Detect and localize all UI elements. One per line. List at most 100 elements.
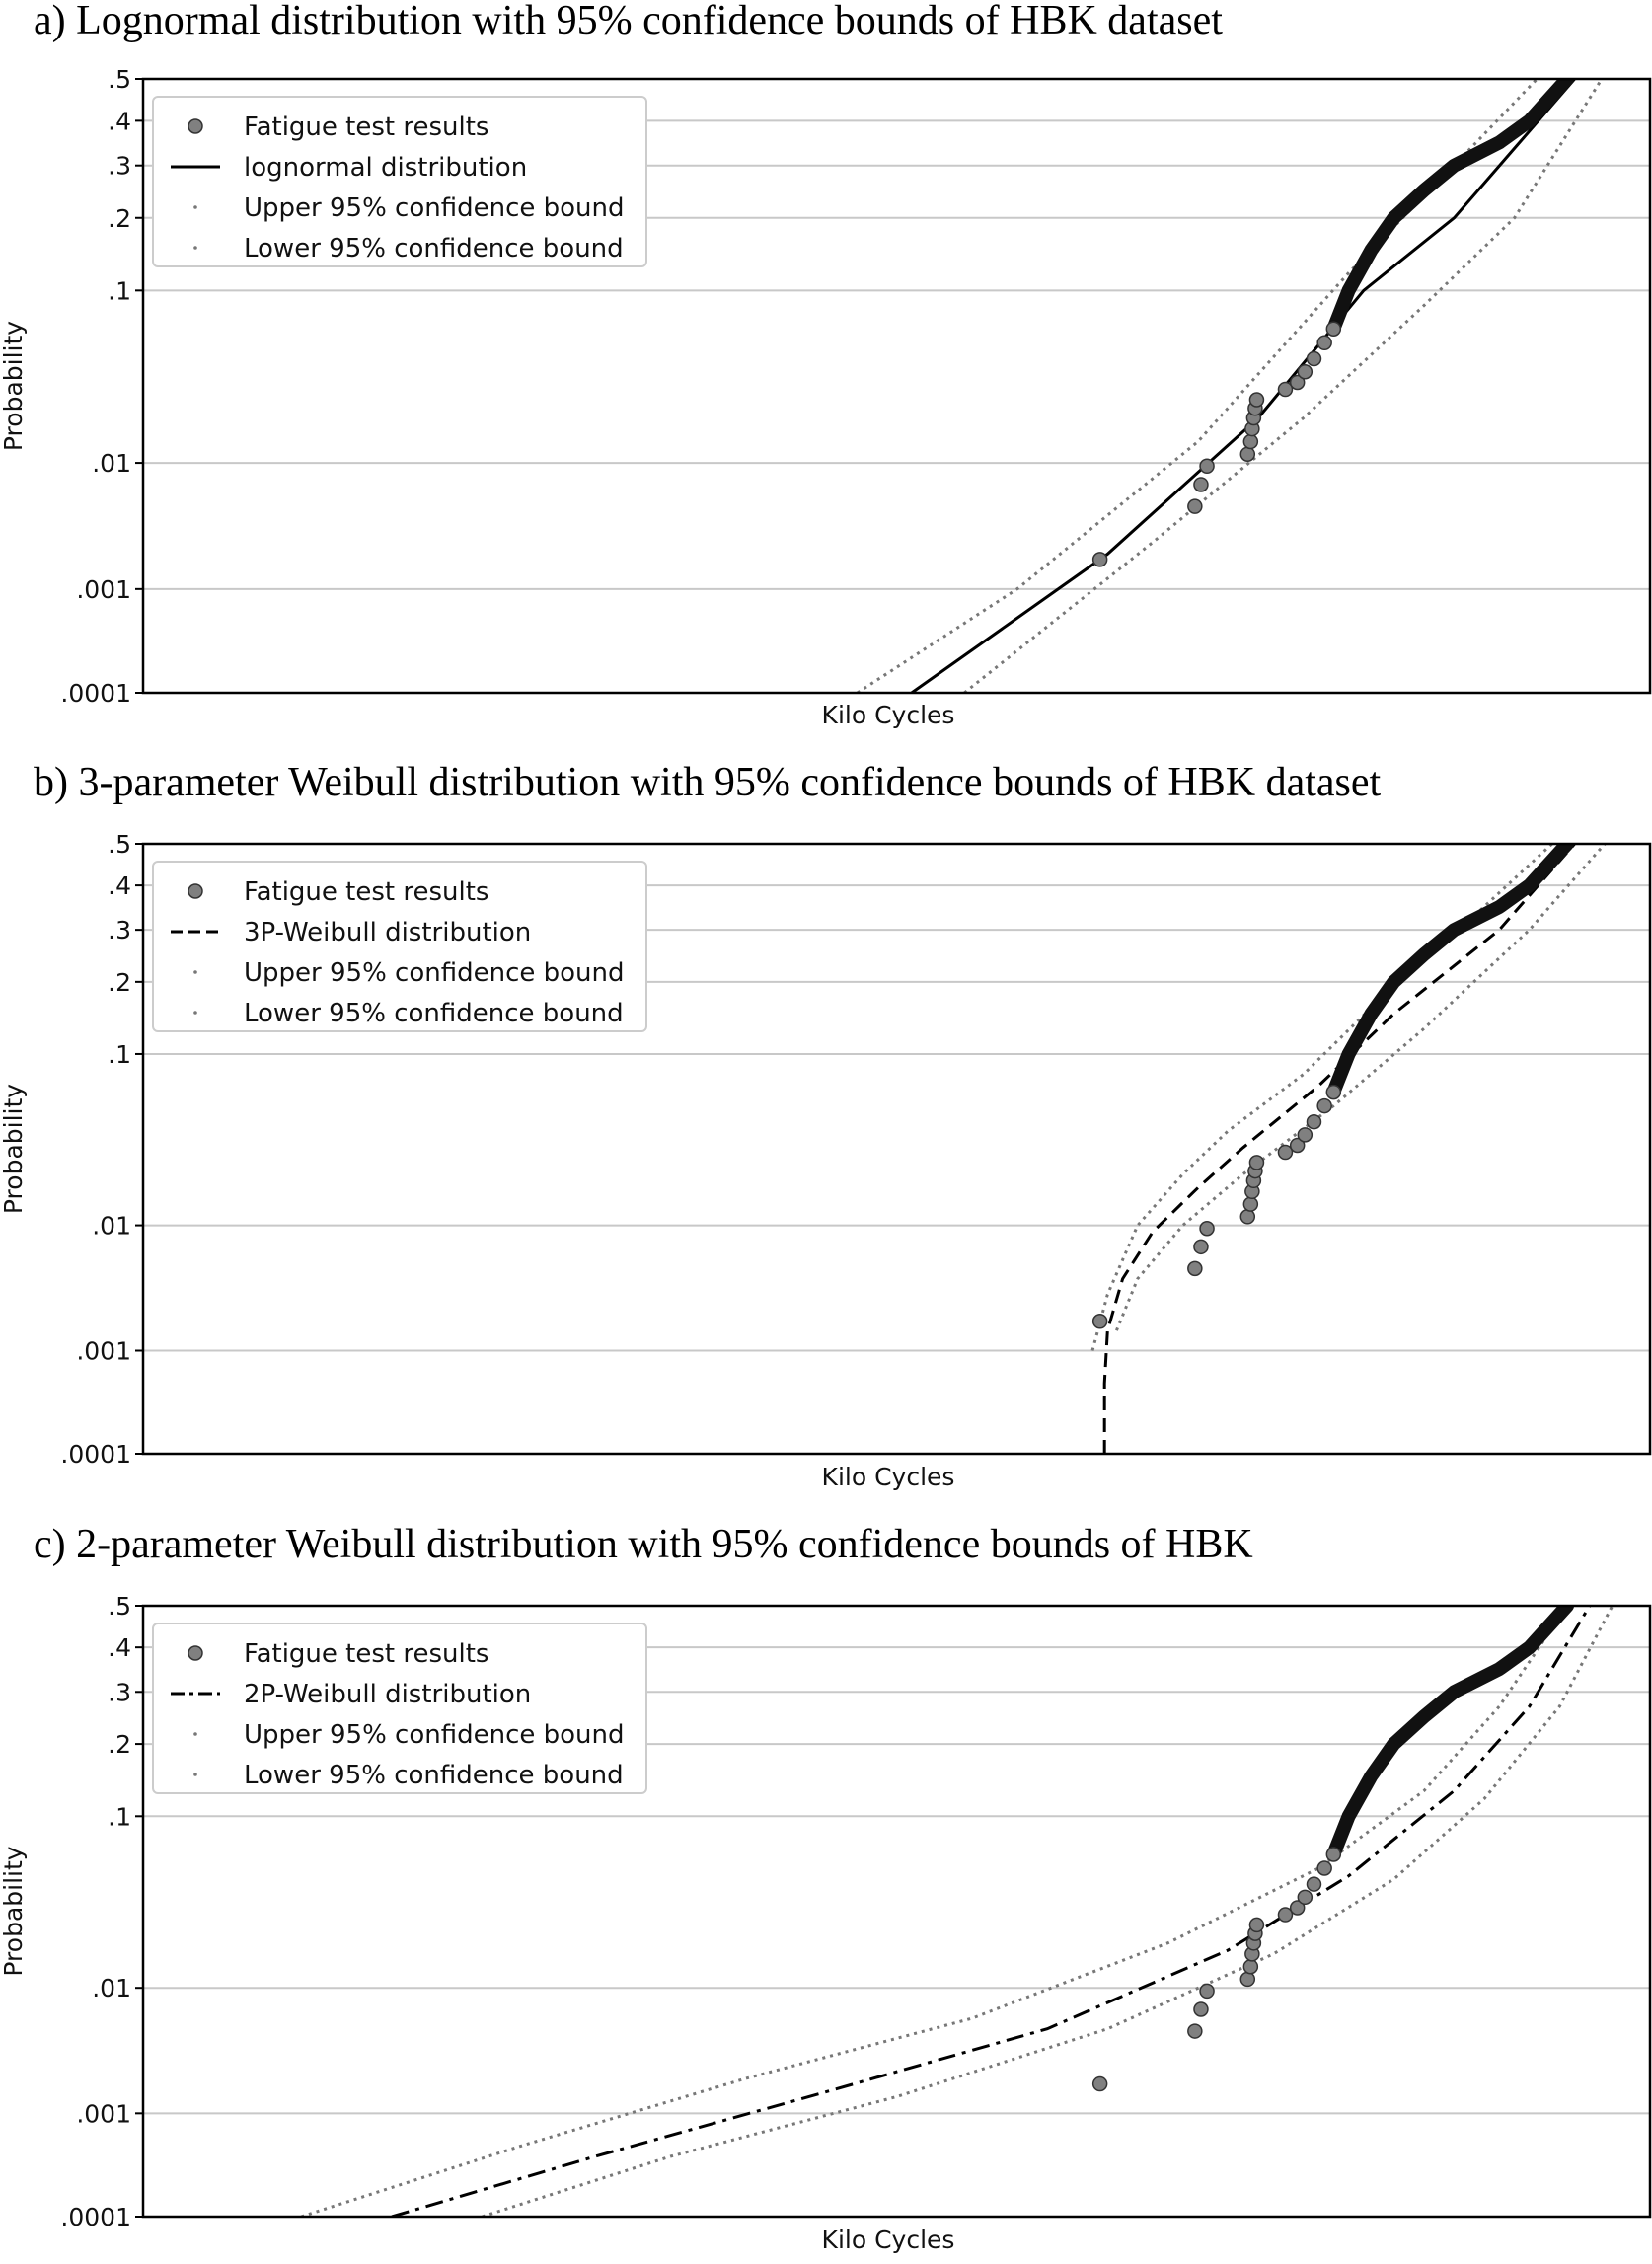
data-point — [1325, 1847, 1342, 1862]
legend-label: Fatigue test results — [244, 1639, 488, 1669]
legend-label: Upper 95% confidence bound — [244, 193, 625, 223]
data-point — [1297, 1127, 1314, 1143]
data-point — [1187, 498, 1203, 514]
legend-marker — [193, 205, 197, 209]
y-axis-label: Probability — [0, 321, 28, 451]
legend-label: Fatigue test results — [244, 113, 488, 142]
distribution-line — [910, 79, 1576, 693]
data-point — [1325, 1084, 1342, 1100]
dense-test-results — [1326, 844, 1574, 1099]
y-tick-label: .4 — [108, 1633, 131, 1662]
data-point — [1091, 2075, 1108, 2092]
y-tick-label: .5 — [108, 830, 131, 859]
chart-panel-2: b) 3-parameter Weibull distribution with… — [0, 760, 1652, 1491]
y-tick-label: .001 — [76, 575, 131, 604]
data-point — [1306, 1113, 1322, 1130]
y-axis-label: Probability — [0, 1846, 28, 1976]
data-point — [1193, 1239, 1209, 1255]
legend-label: Upper 95% confidence bound — [244, 958, 625, 988]
data-point — [1289, 1137, 1306, 1154]
x-axis-label: Kilo Cycles — [822, 1463, 955, 1491]
data-point — [1316, 1860, 1332, 1876]
legend: Fatigue test results 3P-Weibull distribut… — [152, 861, 647, 1032]
legend: Fatigue test results 2P-Weibull distribut… — [152, 1623, 647, 1794]
legend-marker — [188, 883, 203, 899]
y-tick-label: .1 — [108, 276, 131, 305]
dense-test-results — [1326, 1606, 1574, 1861]
plot-frame — [141, 77, 1652, 695]
data-point — [1239, 446, 1256, 462]
data-point — [1199, 1983, 1215, 2000]
data-point — [1248, 1917, 1265, 1933]
legend-box — [152, 96, 647, 267]
data-point — [1187, 1260, 1203, 1277]
x-axis-label: Kilo Cycles — [822, 2226, 955, 2254]
legend-marker — [188, 1645, 203, 1661]
legend-marker — [193, 970, 197, 974]
y-tick-label: .0001 — [60, 679, 131, 708]
legend-label: 3P-Weibull distribution — [244, 918, 531, 947]
data-point — [1277, 1144, 1294, 1161]
data-point — [1239, 1209, 1256, 1225]
y-tick-label: .2 — [108, 1730, 131, 1759]
data-point — [1242, 1958, 1259, 1975]
y-tick-label: .001 — [76, 2099, 131, 2128]
legend-label: Lower 95% confidence bound — [244, 234, 624, 264]
legend-marker — [193, 1732, 197, 1736]
data-point — [1199, 1221, 1215, 1237]
y-tick-label: .2 — [108, 968, 131, 997]
y-tick-label: .01 — [92, 1212, 131, 1241]
data-point — [1277, 381, 1294, 398]
legend-label: Lower 95% confidence bound — [244, 999, 624, 1028]
confidence-bound-line — [300, 1606, 1569, 2217]
data-point — [1239, 1971, 1256, 1988]
chart-title: a) Lognormal distribution with 95% confi… — [34, 0, 1223, 43]
y-tick-label: .4 — [108, 871, 131, 900]
plot-frame — [141, 1604, 1652, 2219]
y-tick-label: .5 — [108, 65, 131, 94]
y-tick-label: .001 — [76, 1337, 131, 1366]
data-point — [1325, 321, 1342, 337]
y-tick-label: .4 — [108, 107, 131, 135]
y-tick-label: .01 — [92, 449, 131, 478]
data-point — [1242, 433, 1259, 450]
data-point — [1248, 392, 1265, 408]
data-point — [1091, 1314, 1108, 1329]
data-point — [1248, 1155, 1265, 1170]
legend: Fatigue test results lognormal distributi… — [152, 96, 647, 267]
data-point — [1242, 1196, 1259, 1212]
confidence-bound-line — [1115, 844, 1607, 1331]
legend-marker — [193, 246, 197, 250]
data-point — [1306, 350, 1322, 367]
data-point — [1289, 374, 1306, 391]
data-point — [1193, 477, 1209, 492]
legend-label: lognormal distribution — [244, 153, 527, 183]
plot-area — [1090, 844, 1607, 1454]
y-axis-label: Probability — [0, 1084, 28, 1214]
data-point — [1297, 364, 1314, 380]
chart-panel-3: c) 2-parameter Weibull distribution with… — [0, 1522, 1652, 2254]
distribution-line — [391, 1606, 1592, 2217]
y-tick-label: .1 — [108, 1040, 131, 1069]
legend-label: Lower 95% confidence bound — [244, 1761, 624, 1790]
y-tick-label: .3 — [108, 916, 131, 944]
data-point — [1187, 2023, 1203, 2039]
legend-label: Fatigue test results — [244, 877, 488, 907]
legend-label: 2P-Weibull distribution — [244, 1680, 531, 1709]
y-tick-label: .0001 — [60, 1440, 131, 1469]
chart-title: b) 3-parameter Weibull distribution with… — [34, 760, 1382, 805]
data-point — [1289, 1900, 1306, 1916]
y-tick-label: .3 — [108, 152, 131, 181]
legend-marker — [193, 1011, 197, 1015]
chart-title: c) 2-parameter Weibull distribution with… — [34, 1522, 1253, 1567]
y-tick-label: .5 — [108, 1592, 131, 1621]
distribution-line — [1102, 844, 1576, 1454]
data-point — [1297, 1889, 1314, 1906]
y-tick-label: .3 — [108, 1678, 131, 1706]
y-tick-label: .0001 — [60, 2203, 131, 2231]
y-tick-label: .2 — [108, 204, 131, 233]
plot-area — [300, 1606, 1614, 2217]
data-point — [1316, 335, 1332, 351]
data-point — [1316, 1097, 1332, 1114]
chart-panel-1: a) Lognormal distribution with 95% confi… — [0, 0, 1652, 729]
